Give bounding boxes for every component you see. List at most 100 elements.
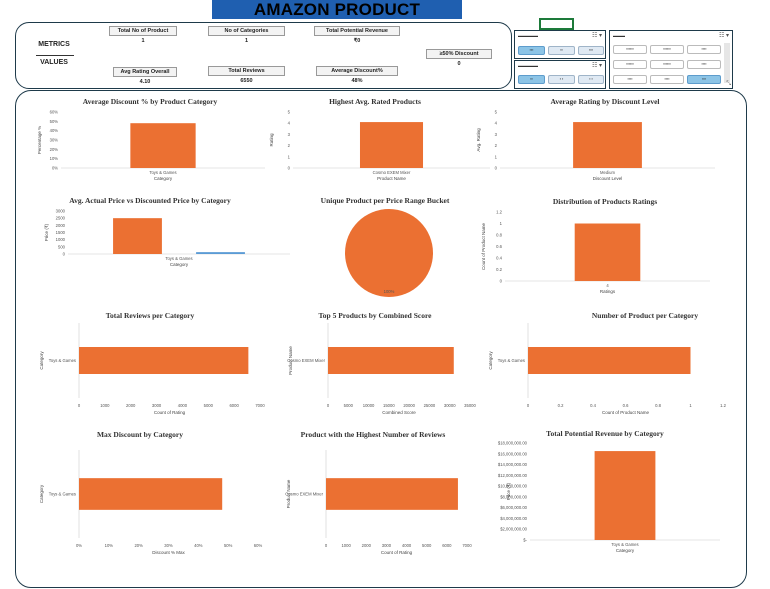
y-tick-label: Toys & Games [498,358,525,363]
y-tick-label: 5 [495,110,498,115]
y-tick-label: 5 [288,110,291,115]
slicer-3-option-7[interactable]: ▪▪▪▪ [613,75,647,84]
chart-title-top5-score: Top 5 Products by Combined Score [318,311,432,320]
y-tick-label: 2 [495,143,498,148]
y-tick-label: 0.8 [496,233,502,238]
slicer-3-option-9[interactable]: ▪▪▪ [687,75,721,84]
x-axis-label: Category [616,548,635,553]
x-tick-label: 0.8 [655,403,661,408]
y-axis-label: Rating [269,133,274,147]
bar [196,252,245,254]
kpi-label-total-reviews: Total Reviews [208,66,285,76]
x-tick-label: 0.2 [558,403,564,408]
y-axis-label: Category [488,351,493,370]
chart-title-potential-revenue: Total Potential Revenue by Category [546,429,664,438]
y-tick-label: 2 [288,143,291,148]
y-axis-label: Avg. Rating [476,128,481,152]
x-tick-label: 1 [689,403,692,408]
slicer-3-option-2[interactable]: ▪▪▪▪▪▪ [650,45,684,54]
chart-title-highest-rated: Highest Avg. Rated Products [329,97,421,106]
y-axis-label: Count of Product Name [481,222,486,270]
bar [574,223,641,281]
slicer-1-option-3[interactable]: ▪▪▪ [578,46,604,55]
slicer-3-option-1[interactable]: ▪▪▪▪▪▪ [613,45,647,54]
kpi-value-avg-discount: 48% [351,78,363,84]
multi-select-icon[interactable]: ☷ ▾ [718,33,729,39]
x-tick-label: 2000 [126,403,136,408]
pie-slice [345,209,433,297]
y-tick-label: 60% [50,110,59,115]
x-tick-label: 4000 [402,543,412,548]
y-tick-label: $8,000,000.00 [500,494,527,499]
x-axis-label: Count of Rating [154,410,186,415]
y-tick-label: 0% [52,166,58,171]
slicer-1-option-1[interactable]: ▪▪▪ [518,46,545,55]
x-tick-label: 20000 [403,403,415,408]
kpi-value-total-products: 1 [141,38,145,44]
x-tick-label: Toys & Games [165,256,192,261]
bar [326,478,458,510]
x-tick-label: 25000 [424,403,436,408]
slicer-2-option-1[interactable]: ▪▪ [518,75,545,84]
x-tick-label: 1.2 [720,403,726,408]
slicer-3[interactable]: ▬▬▬ ☷ ▾ ▪▪▪▪▪▪ ▪▪▪▪▪▪ ▪▪▪▪ ▪▪▪▪▪▪ ▪▪▪▪▪▪… [609,30,733,89]
values-label: VALUES [40,59,68,66]
slicer-3-option-4[interactable]: ▪▪▪▪▪▪ [613,60,647,69]
bar [573,122,642,168]
y-tick-label: 1000 [56,237,66,242]
bar [79,478,223,510]
y-tick-label: $12,000,000.00 [498,473,528,478]
x-tick-label: 0 [78,403,81,408]
x-tick-label: 4000 [178,403,188,408]
y-axis-label: Category [39,484,44,503]
multi-select-icon[interactable]: ☷ ▾ [591,33,602,39]
y-tick-label: 1 [495,154,498,159]
clear-filter-icon[interactable]: ☷ ▾ [591,63,602,69]
kpi-value-revenue: ₹0 [353,38,361,44]
y-tick-label: $18,000,000.00 [498,441,528,446]
slicer-header: ▬▬▬▬▬ [518,63,538,68]
slicer-1[interactable]: ▬▬▬▬▬ ☷ ▾ ▪▪▪ ▪▪ ▪▪▪ [514,30,606,59]
y-tick-label: $4,000,000.00 [500,516,527,521]
slicer-3-option-5[interactable]: ▪▪▪▪▪▪ [650,60,684,69]
x-tick-label: 0 [527,403,530,408]
x-tick-label: 0 [327,403,330,408]
slicer-3-option-6[interactable]: ▪▪▪▪ [687,60,721,69]
slicer-1-option-2[interactable]: ▪▪ [548,46,575,55]
x-axis-label: Count of Rating [381,550,413,555]
x-tick-label: 20% [134,543,143,548]
y-axis-label: Category [39,351,44,370]
slicer-2[interactable]: ▬▬▬▬▬ ☷ ▾ ▪▪ ▪ ▪ ▪ ▪ [514,60,606,89]
x-tick-label: 0% [76,543,82,548]
x-tick-label: 40% [194,543,203,548]
y-tick-label: 2500 [56,216,66,221]
chart-title-highest-reviews: Product with the Highest Number of Revie… [300,430,446,439]
y-tick-label: 3 [495,132,498,137]
x-tick-label: 30% [164,543,173,548]
x-tick-label: 5000 [204,403,214,408]
y-tick-label: 2000 [56,223,66,228]
slicer-2-option-2[interactable]: ▪ ▪ [548,75,575,84]
x-tick-label: 1000 [100,403,110,408]
slicer-scrollbar[interactable] [724,43,730,83]
y-tick-label: $14,000,000.00 [498,462,528,467]
x-axis-label: Product Name [377,176,406,181]
slicer-3-option-8[interactable]: ▪▪▪▪ [650,75,684,84]
x-tick-label: 2000 [362,543,372,548]
y-tick-label: 3 [288,132,291,137]
y-tick-label: 1500 [56,230,66,235]
kpi-label-categories: No of Categories [208,26,285,36]
y-tick-label: 0.6 [496,244,502,249]
x-tick-label: 4 [606,283,609,288]
y-tick-label: 50% [50,119,59,124]
resize-handle-icon[interactable]: ⤡ [726,81,731,87]
y-axis-label: Price (₹) [44,223,49,241]
kpi-value-categories: 1 [244,38,249,44]
x-axis-label: Ratings [600,289,616,294]
x-tick-label: 5000 [422,543,432,548]
slicer-2-option-3[interactable]: ▪ ▪ [578,75,604,84]
selected-cell[interactable] [539,18,574,30]
slicer-3-option-3[interactable]: ▪▪▪▪ [687,45,721,54]
kpi-value-total-reviews: 6550 [240,78,253,84]
